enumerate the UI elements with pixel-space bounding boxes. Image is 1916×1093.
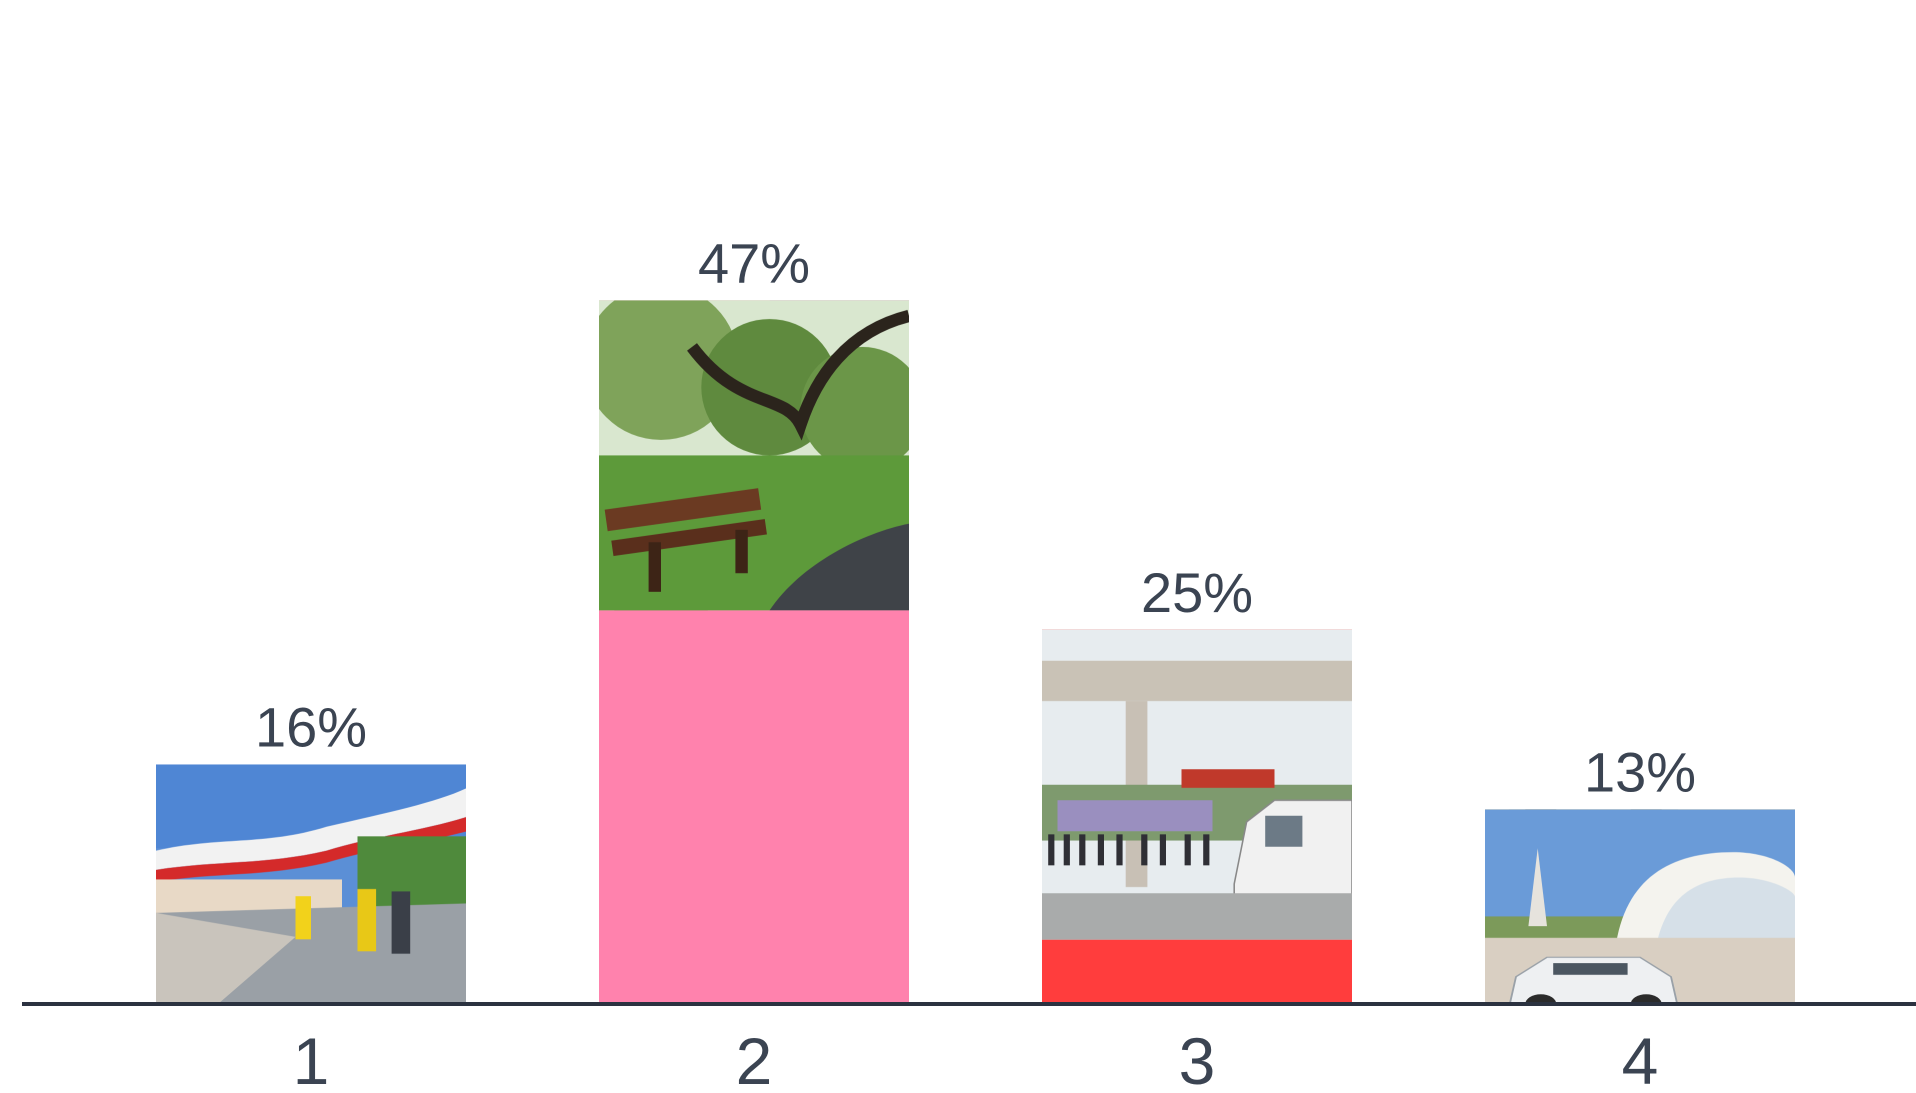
value-label-2: 47% <box>698 231 810 294</box>
category-labels-group: 1 2 3 4 <box>293 1024 1659 1093</box>
value-label-3: 25% <box>1141 561 1253 624</box>
park-bench-photo <box>599 300 909 611</box>
category-label-2: 2 <box>736 1024 773 1093</box>
bus-stop-photo <box>1042 629 1352 940</box>
waterfront-promenade-photo <box>156 764 466 1004</box>
category-label-3: 3 <box>1179 1024 1216 1093</box>
category-label-1: 1 <box>293 1024 330 1093</box>
value-label-4: 13% <box>1584 740 1696 803</box>
category-label-4: 4 <box>1622 1024 1659 1093</box>
plaza-monument-photo <box>1485 809 1795 1004</box>
bars-group <box>156 300 1795 1004</box>
value-label-1: 16% <box>255 695 367 758</box>
value-labels-group: 16% 47% 25% 13% <box>255 231 1696 803</box>
